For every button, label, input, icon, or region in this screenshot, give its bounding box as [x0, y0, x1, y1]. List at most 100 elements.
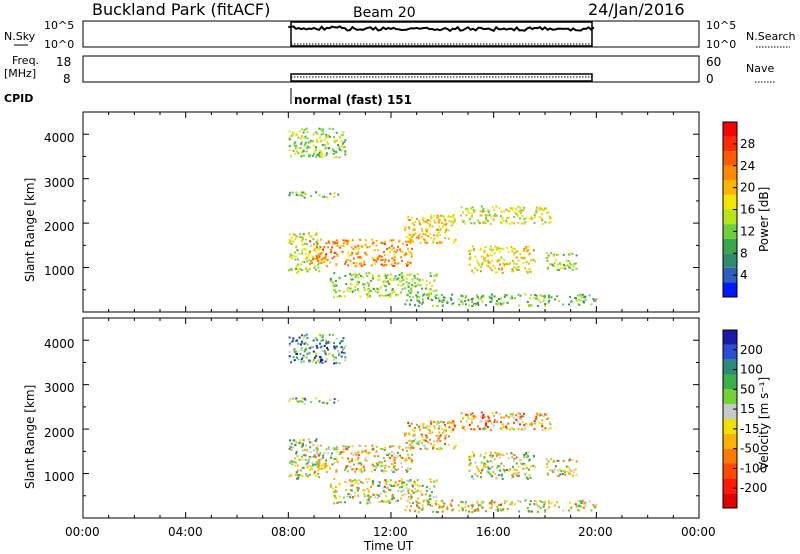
- heatmap-cell: [303, 196, 306, 199]
- heatmap-cell: [400, 250, 403, 253]
- heatmap-cell: [478, 222, 481, 225]
- heatmap-cell: [343, 146, 346, 148]
- heatmap-cell: [474, 255, 477, 258]
- heatmap-cell: [307, 268, 310, 271]
- heatmap-cell: [424, 493, 427, 496]
- heatmap-cell: [388, 488, 390, 491]
- heatmap-cell: [479, 298, 482, 301]
- heatmap-cell: [523, 456, 526, 458]
- heatmap-cell: [295, 452, 298, 455]
- heatmap-cell: [420, 227, 423, 230]
- heatmap-cell: [342, 496, 345, 499]
- heatmap-cell: [409, 219, 411, 221]
- heatmap-cell: [401, 259, 404, 262]
- heatmap-cell: [400, 256, 403, 259]
- heatmap-cell: [408, 282, 411, 285]
- heatmap-cell: [475, 302, 477, 305]
- heatmap-cell: [344, 150, 347, 153]
- heatmap-cell: [368, 451, 371, 454]
- heatmap-cell: [289, 269, 292, 271]
- heatmap-cell: [464, 506, 467, 509]
- heatmap-cell: [405, 505, 408, 508]
- heatmap-cell: [493, 252, 496, 255]
- heatmap-cell: [474, 461, 477, 464]
- heatmap-cell: [484, 427, 487, 430]
- heatmap-cell: [479, 455, 482, 457]
- heatmap-cell: [336, 450, 339, 453]
- heatmap-cell: [490, 250, 493, 253]
- heatmap-cell: [549, 426, 552, 429]
- heatmap-cell: [377, 274, 380, 277]
- heatmap-cell: [556, 295, 559, 298]
- heatmap-cell: [461, 211, 464, 214]
- heatmap-cell: [575, 267, 578, 270]
- heatmap-cell: [386, 247, 389, 250]
- heatmap-cell: [521, 257, 524, 259]
- heatmap-cell: [584, 501, 587, 504]
- heatmap-cell: [516, 474, 519, 477]
- heatmap-cell: [301, 334, 303, 337]
- heatmap-cell: [450, 224, 453, 227]
- heatmap-cell: [409, 292, 412, 294]
- heatmap-cell: [470, 222, 473, 225]
- heatmap-cell: [433, 420, 436, 423]
- heatmap-cell: [397, 468, 400, 471]
- heatmap-cell: [545, 458, 548, 461]
- heatmap-cell: [486, 459, 488, 462]
- heatmap-cell: [416, 479, 419, 481]
- heatmap-cell: [357, 248, 360, 251]
- heatmap-cell: [288, 239, 291, 241]
- heatmap-cell: [477, 509, 480, 512]
- heatmap-cell: [531, 423, 533, 426]
- heatmap-cell: [544, 207, 547, 210]
- heatmap-cell: [447, 237, 450, 240]
- heatmap-cell: [418, 428, 421, 431]
- heatmap-cell: [499, 221, 502, 224]
- heatmap-cell: [546, 266, 549, 269]
- heatmap-cell: [318, 464, 321, 467]
- heatmap-cell: [378, 275, 381, 278]
- heatmap-cell: [416, 217, 418, 220]
- heatmap-cell: [400, 284, 403, 287]
- heatmap-cell: [514, 503, 517, 506]
- heatmap-cell: [297, 136, 300, 139]
- heatmap-cell: [302, 191, 305, 194]
- heatmap-cell: [536, 206, 538, 209]
- heatmap-cell: [391, 291, 394, 294]
- heatmap-cell: [400, 462, 403, 465]
- heatmap-cell: [562, 459, 565, 462]
- heatmap-cell: [506, 507, 509, 510]
- heatmap-cell: [494, 267, 497, 269]
- heatmap-cell: [325, 242, 328, 245]
- heatmap-cell: [476, 294, 479, 297]
- heatmap-cell: [470, 216, 473, 218]
- heatmap-cell: [536, 417, 538, 420]
- heatmap-cell: [452, 241, 455, 244]
- heatmap-cell: [450, 303, 453, 306]
- heatmap-cell: [532, 258, 535, 261]
- heatmap-cell: [300, 236, 303, 239]
- heatmap-cell: [389, 489, 392, 492]
- heatmap-cell: [500, 210, 503, 213]
- heatmap-cell: [392, 260, 395, 263]
- heatmap-cell: [470, 298, 473, 301]
- heatmap-cell: [523, 424, 526, 427]
- heatmap-cell: [310, 401, 313, 404]
- heatmap-cell: [348, 445, 351, 448]
- heatmap-cell: [541, 219, 544, 222]
- heatmap-cell: [319, 149, 322, 152]
- heatmap-cell: [402, 484, 405, 487]
- heatmap-cell: [337, 350, 339, 353]
- heatmap-cell: [363, 263, 366, 266]
- heatmap-cell: [322, 454, 325, 457]
- heatmap-cell: [291, 463, 294, 466]
- heatmap-cell: [511, 297, 514, 300]
- heatmap-cell: [335, 155, 338, 158]
- xtick-1600: 16:00: [476, 525, 511, 539]
- heatmap-cell: [303, 397, 306, 400]
- heatmap-cell: [570, 263, 573, 266]
- heatmap-cell: [410, 493, 413, 496]
- noise-right-tick-bottom: 10^0: [706, 38, 736, 51]
- heatmap-cell: [464, 222, 467, 225]
